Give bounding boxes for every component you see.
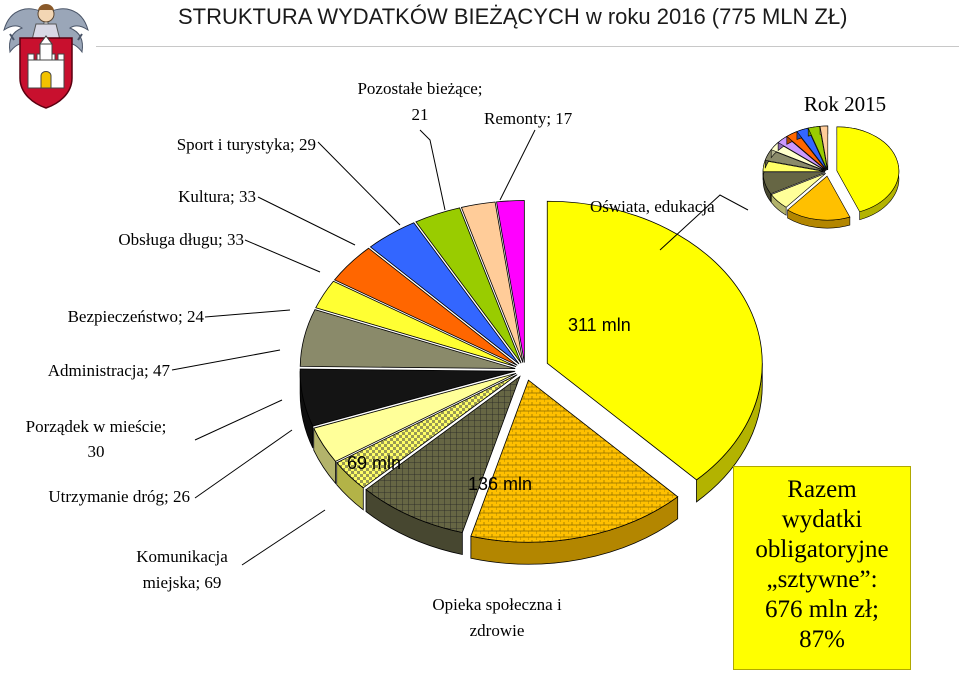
label-sport: Sport i turystyka; 29 <box>177 135 316 154</box>
inset-slice-0 <box>836 126 900 213</box>
label-komunikacja: Komunikacja <box>136 547 228 566</box>
label-pozostale-value: 21 <box>412 105 429 124</box>
leader-line-dlug <box>244 239 321 273</box>
pie-slice-8 <box>333 247 518 366</box>
label-opieka-value: zdrowie <box>470 621 525 640</box>
value-label-oswiata: 311 mln <box>568 315 631 335</box>
leader-line-kultura <box>257 196 356 246</box>
pie-slice-12 <box>496 200 525 363</box>
inset-title: Rok 2015 <box>804 92 886 116</box>
label-kultura: Kultura; 33 <box>178 187 256 206</box>
coat-of-arms-icon <box>3 4 89 109</box>
summary-line-6: 87% <box>799 626 845 653</box>
leader-line-oswiata <box>659 194 749 251</box>
inset-frame-corner <box>752 108 756 112</box>
inset-slice-7 <box>777 136 827 171</box>
pie-slices <box>299 200 763 565</box>
leader-line-bezpieczenstwo <box>204 309 291 318</box>
summary-box: Razem wydatki obligatoryjne „sztywne”: 6… <box>733 466 911 670</box>
label-porzadek-value: 30 <box>88 442 105 461</box>
pie-slice-2 <box>365 375 521 534</box>
pie-slice-4 <box>313 372 517 462</box>
label-remonty: Remonty; 17 <box>484 109 573 128</box>
pie-slice-5 <box>299 368 516 427</box>
title-divider <box>96 46 959 47</box>
summary-line-2: wydatki <box>781 506 863 533</box>
leader-line-sport <box>317 141 401 226</box>
castle-wall-icon <box>27 35 65 89</box>
label-administracja: Administracja; 47 <box>48 361 171 380</box>
summary-line-3: obligatoryjne <box>755 536 889 563</box>
pie-slice-11 <box>460 201 524 363</box>
summary-line-5: 676 mln zł; <box>765 596 879 623</box>
inset-slice-11 <box>819 125 829 170</box>
label-drogi: Utrzymanie dróg; 26 <box>48 487 190 506</box>
leader-line-porzadek <box>194 399 283 441</box>
pie-slice-3 <box>336 374 518 489</box>
inset-slice-2 <box>770 173 826 208</box>
inset-pie-2015 <box>762 125 900 229</box>
inset-slice-5 <box>764 149 826 172</box>
leader-lines <box>171 129 749 566</box>
inset-slice-8 <box>786 131 827 171</box>
label-oswiata: Oświata, edukacja <box>590 197 715 216</box>
pie-slice-10 <box>415 207 522 364</box>
inset-slice-6 <box>770 142 826 172</box>
leader-line-drogi <box>194 429 293 499</box>
label-pozostale: Pozostałe bieżące; <box>357 79 482 98</box>
label-dlug: Obsługa długu; 33 <box>118 230 244 249</box>
pie-slice-0 <box>546 200 763 481</box>
value-label-opieka: 136 mln <box>468 474 532 494</box>
page-title: STRUKTURA WYDATKÓW BIEŻĄCYCH w roku 2016… <box>178 4 848 29</box>
pie-slice-7 <box>315 280 517 368</box>
inset-slice-10 <box>807 125 828 171</box>
leader-line-komunikacja <box>241 509 326 566</box>
leader-line-administracja <box>171 349 281 371</box>
value-label-komunikacja: 69 mln <box>347 453 401 473</box>
label-bezpieczenstwo: Bezpieczeństwo; 24 <box>68 307 205 326</box>
summary-line-1: Razem <box>787 476 857 503</box>
leader-line-pozostale <box>419 129 446 211</box>
label-porzadek: Porządek w mieście; <box>26 417 167 436</box>
pie-slice-9 <box>369 222 520 365</box>
summary-line-4: „sztywne”: <box>766 566 878 593</box>
inset-slice-1 <box>787 175 851 221</box>
pie-slice-6 <box>299 309 516 369</box>
label-komunikacja-value: miejska; 69 <box>143 573 222 592</box>
pie-slice-1 <box>470 379 679 543</box>
label-opieka: Opieka społeczna i <box>432 595 562 614</box>
leader-line-remonty <box>499 129 536 201</box>
inset-slice-9 <box>796 127 828 171</box>
